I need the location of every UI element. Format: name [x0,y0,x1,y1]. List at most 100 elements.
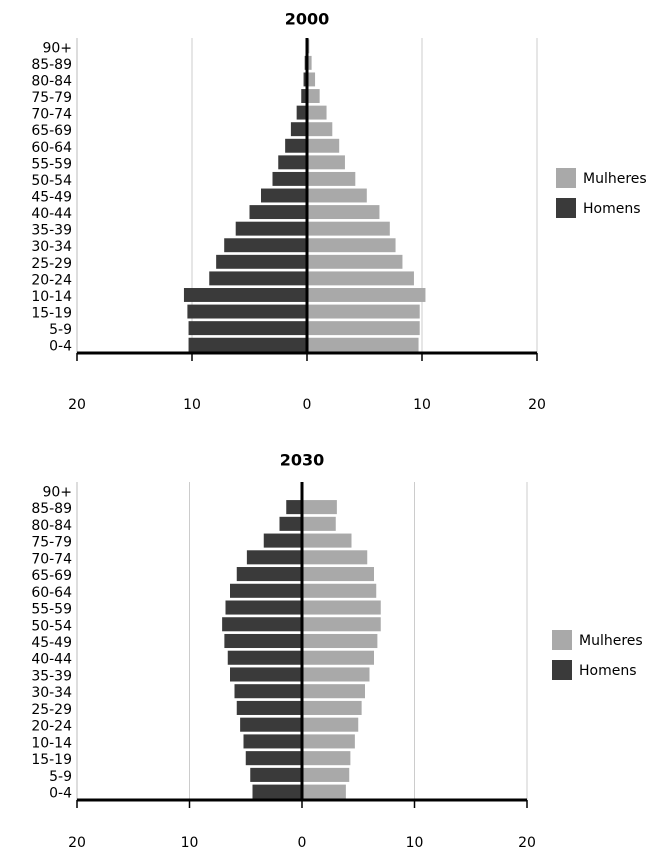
y-tick-label: 0-4 [49,339,72,355]
x-tick-label: 10 [406,835,424,851]
bar [302,500,337,515]
y-tick-label: 15-19 [31,306,72,322]
legend-swatch [556,198,576,218]
bar [236,567,302,582]
bar [235,221,307,236]
bar [188,337,307,352]
x-tick-label: 0 [298,835,307,851]
bar [245,751,302,766]
bar [307,221,390,236]
legend-swatch [552,660,572,680]
bar [302,650,374,665]
bar [261,188,307,203]
bar [307,188,367,203]
bar [307,321,420,336]
x-tick-label: 0 [303,397,312,413]
bar [307,105,327,120]
bar [307,271,414,286]
bar [224,633,302,649]
y-tick-label: 80-84 [31,73,72,89]
y-tick-label: 85-89 [31,501,72,517]
x-tick-label: 10 [181,835,199,851]
y-tick-label: 55-59 [31,156,72,172]
y-tick-label: 40-44 [31,652,72,668]
y-tick-label: 10-14 [31,735,72,751]
bar [302,784,346,799]
y-tick-label: 30-34 [31,239,72,255]
y-tick-label: 25-29 [31,256,72,272]
bar [290,122,307,137]
bar [224,238,307,253]
bar [302,684,365,699]
y-tick-label: 70-74 [31,107,72,123]
bar [236,700,302,715]
bar [296,105,307,120]
bar [302,600,381,615]
legend-label: Mulheres [579,633,643,649]
bar [307,205,380,220]
bar [216,254,307,269]
y-tick-label: 35-39 [31,668,72,684]
y-tick-label: 85-89 [31,57,72,73]
bar [183,288,307,302]
y-tick-label: 0-4 [49,786,72,802]
bar [278,155,307,170]
bar [246,550,302,565]
bar [209,271,307,286]
bar [285,138,307,153]
bar [302,516,336,531]
y-tick-label: 80-84 [31,518,72,534]
bar [307,304,420,319]
bar [302,734,355,749]
y-tick-label: 60-64 [31,140,72,156]
bar [307,122,333,137]
bar [301,89,307,103]
bar [249,205,307,220]
bar [302,633,378,649]
x-tick-label: 20 [528,397,546,413]
x-tick-label: 20 [518,835,536,851]
y-tick-label: 45-49 [31,635,72,651]
x-tick-label: 10 [413,397,431,413]
bar [230,667,302,682]
bar [302,767,350,782]
legend-swatch [552,630,572,650]
bar [307,72,316,87]
y-tick-label: 25-29 [31,702,72,718]
bar [307,337,419,352]
legend-label: Homens [583,201,641,217]
bar [307,89,320,103]
bar [243,734,302,749]
bar [307,55,312,70]
legend-label: Mulheres [583,171,647,187]
y-tick-label: 70-74 [31,551,72,567]
bar [307,254,403,269]
y-tick-label: 10-14 [31,289,72,305]
x-tick-label: 20 [68,397,86,413]
bar [263,533,302,548]
bar [302,550,368,565]
bar [303,72,307,87]
y-tick-label: 45-49 [31,190,72,206]
y-tick-label: 50-54 [31,618,72,634]
y-tick-label: 55-59 [31,602,72,618]
bar [307,155,345,170]
bar [230,583,302,598]
y-tick-label: 50-54 [31,173,72,189]
bar [272,171,307,186]
bar [286,500,302,515]
y-tick-label: 20-24 [31,272,72,288]
y-tick-label: 75-79 [31,535,72,551]
bar [227,650,302,665]
bar [187,304,307,319]
bar [222,617,302,632]
bar [188,321,307,336]
legend-swatch [556,168,576,188]
bar [225,600,302,615]
bar [302,583,377,598]
y-tick-label: 30-34 [31,685,72,701]
chart-title: 2030 [280,451,325,470]
y-tick-label: 65-69 [31,568,72,584]
bar [302,617,381,632]
